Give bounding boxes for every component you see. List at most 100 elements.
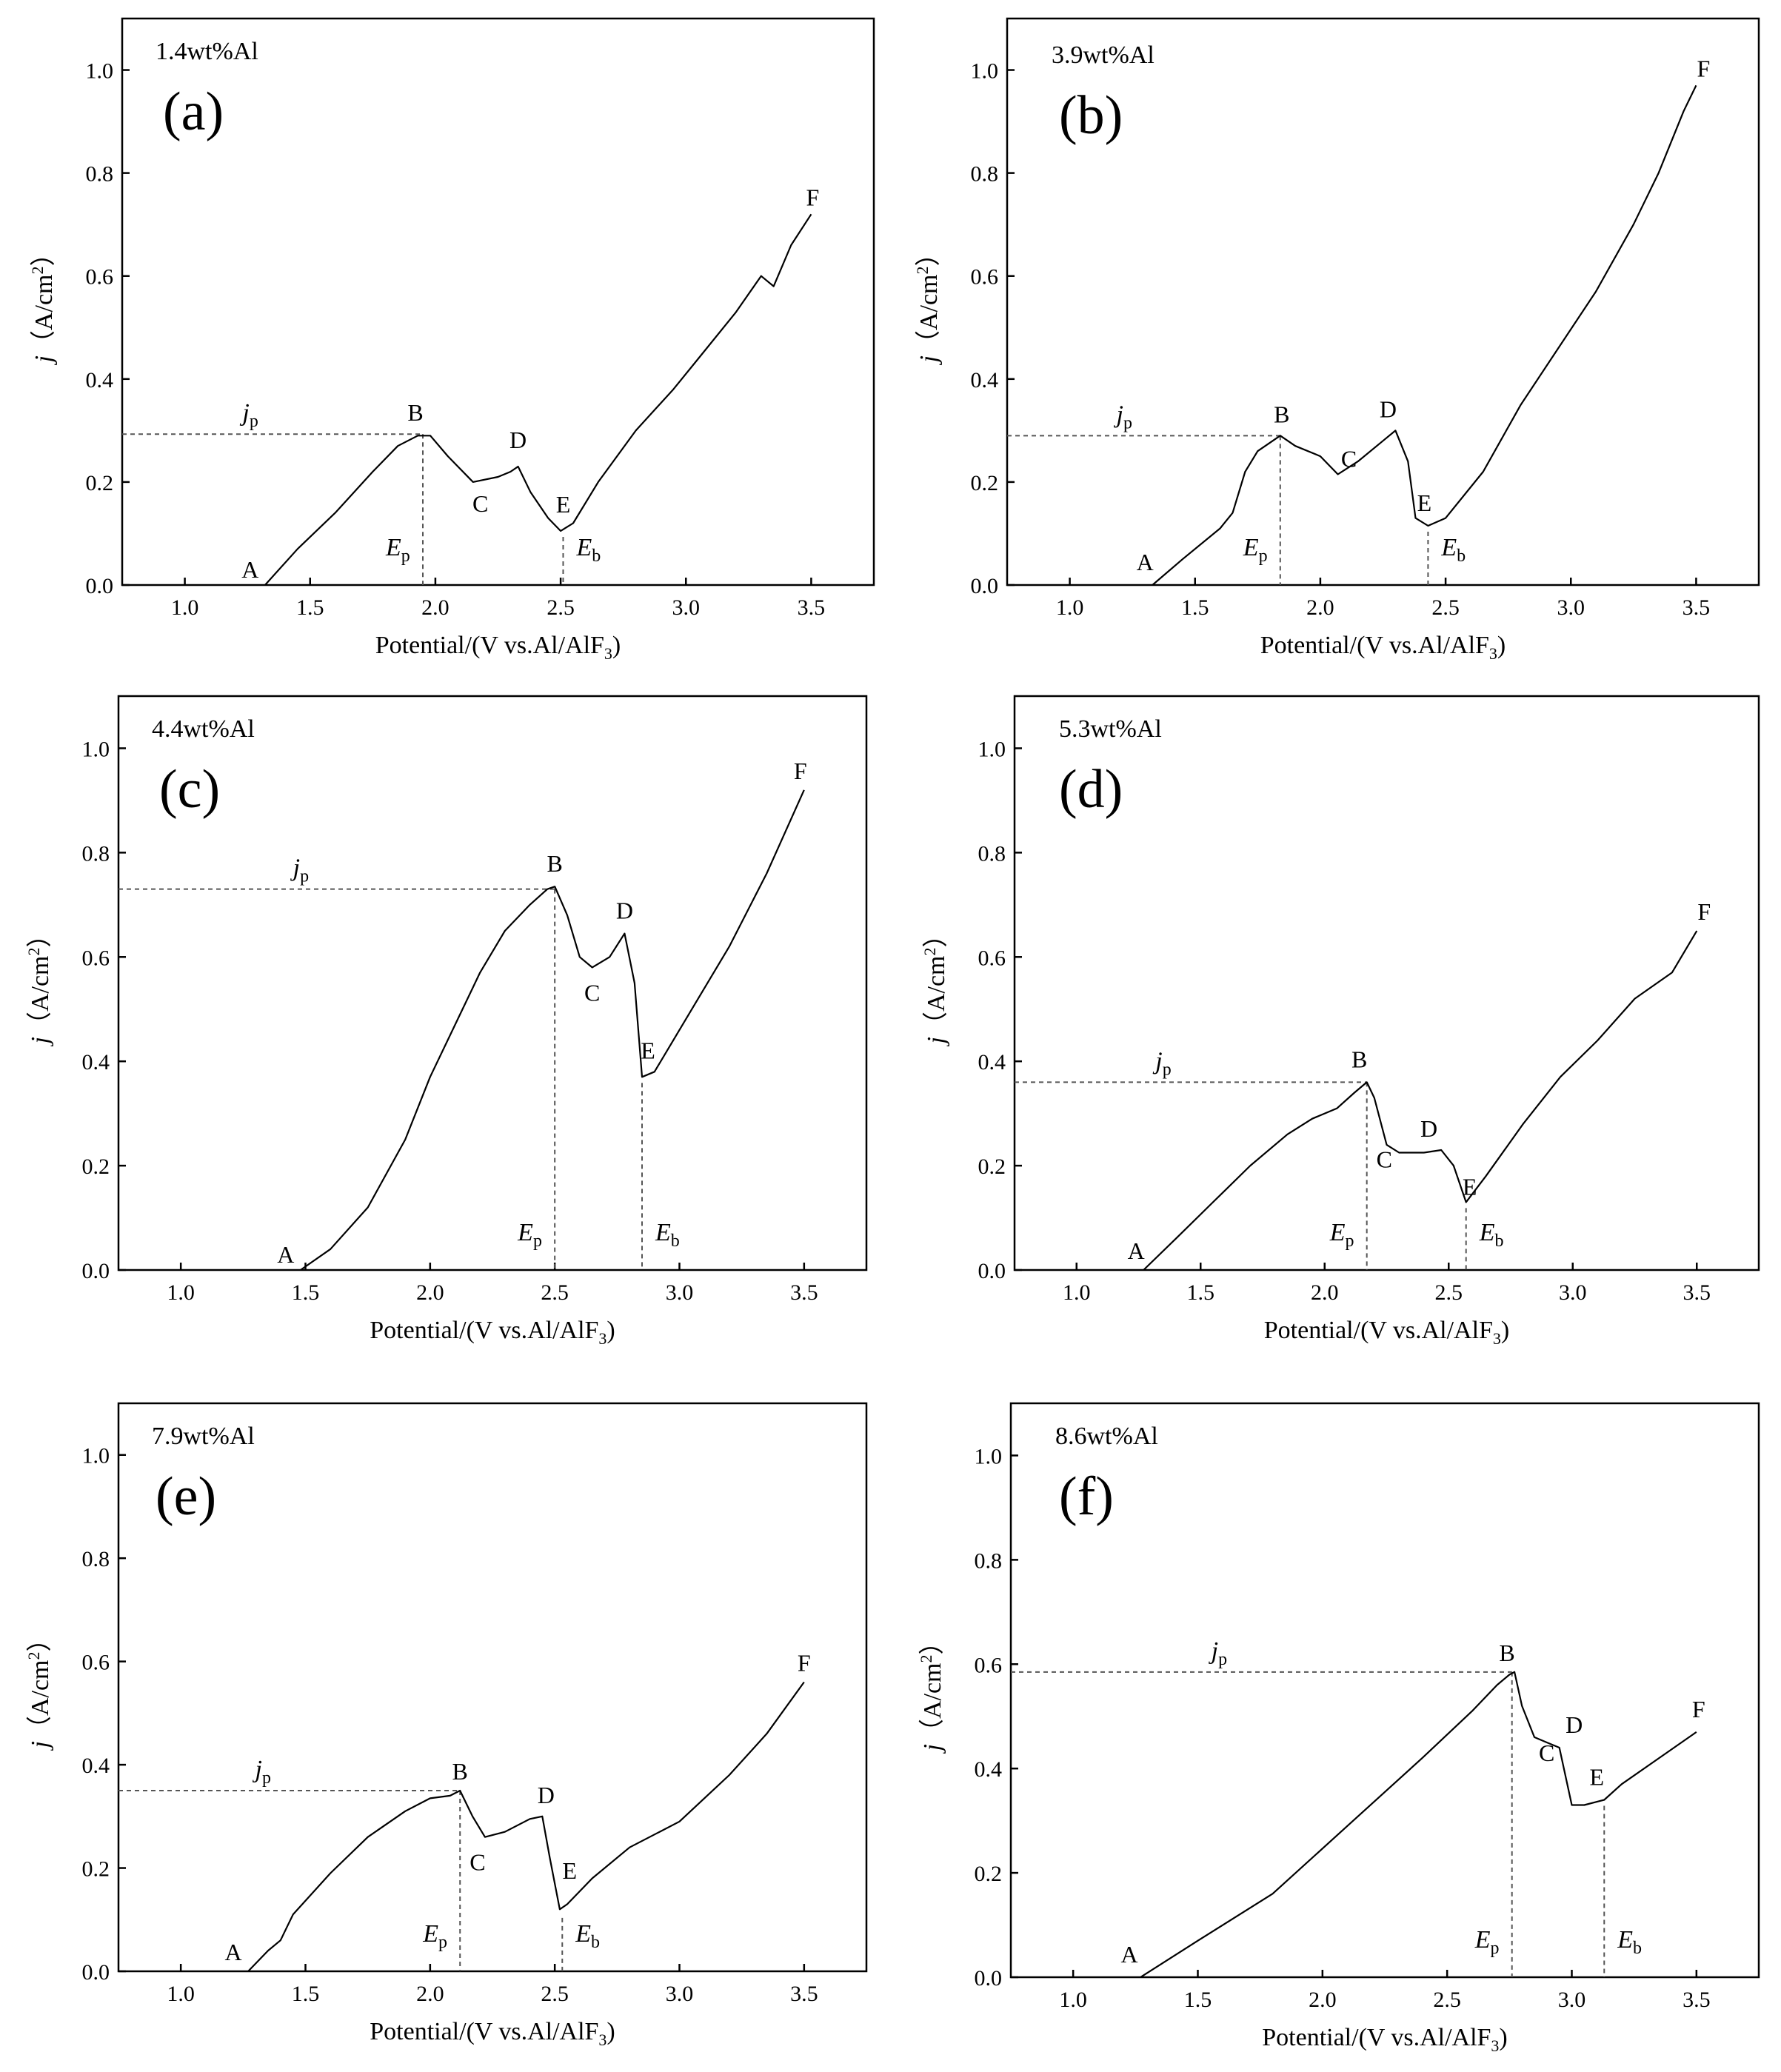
point-label-E: E: [1417, 489, 1432, 516]
y-axis-title: j（A/cm2）: [920, 923, 950, 1047]
x-tick-label: 1.5: [1184, 1988, 1212, 2012]
x-axis-title: Potential/(V vs.Al/AlF3): [1262, 2024, 1508, 2055]
point-label-F: F: [806, 184, 820, 210]
y-tick-label: 1.0: [82, 737, 110, 761]
x-tick-label: 1.5: [296, 595, 324, 620]
y-tick-label: 0.2: [82, 1154, 110, 1179]
point-label-F: F: [1697, 898, 1711, 925]
x-tick-label: 1.0: [167, 1982, 195, 2006]
jp-label: jp: [252, 1756, 270, 1788]
plot-frame: [117, 1402, 868, 1973]
chart-panel-e: 1.0 1.5 2.0 2.5 3.0 3.5 0.0 0.2 0.4 0.6 0.8 1.0 Pote…: [24, 1402, 868, 2049]
x-axis-title: Potential/(V vs.Al/AlF3): [1264, 1317, 1510, 1348]
y-tick-label: 0.0: [82, 1960, 110, 1985]
y-tick-label: 0.2: [978, 1154, 1006, 1179]
point-label-D: D: [1420, 1115, 1437, 1142]
point-label-F: F: [1697, 55, 1711, 81]
y-tick-label: 1.0: [971, 59, 999, 84]
x-tick-label: 2.0: [1309, 1988, 1337, 2012]
y-tick-label: 0.8: [978, 841, 1006, 866]
eb-label: Eb: [1440, 534, 1466, 566]
x-tick-label: 3.0: [1558, 1988, 1586, 2012]
point-label-B: B: [452, 1758, 468, 1785]
point-label-A: A: [1137, 549, 1154, 575]
x-tick-label: 2.0: [1306, 595, 1334, 620]
eb-label: Eb: [575, 534, 601, 566]
y-axis-title: j（A/cm2）: [28, 241, 58, 366]
series-line: [264, 213, 812, 586]
point-label-C: C: [584, 979, 600, 1006]
point-label-A: A: [1121, 1941, 1138, 1968]
y-tick-label: 0.6: [82, 1651, 110, 1675]
x-axis-title: Potential/(V vs.Al/AlF3): [370, 1317, 615, 1348]
series-line: [1152, 84, 1697, 586]
plot-frame: [117, 695, 868, 1271]
point-label-E: E: [641, 1037, 655, 1063]
chart-panel-b: 1.0 1.5 2.0 2.5 3.0 3.5 0.0 0.2 0.4 0.6 0.8 1.0 Pote…: [913, 17, 1760, 663]
sample-label: 3.9wt%Al: [1052, 41, 1155, 69]
x-axis-title: Potential/(V vs.Al/AlF3): [370, 2018, 615, 2049]
point-label-C: C: [472, 490, 488, 517]
x-tick-label: 1.0: [1059, 1988, 1087, 2012]
x-tick-label: 2.0: [421, 595, 450, 620]
y-tick-label: 0.6: [82, 946, 110, 970]
series-line: [1140, 1671, 1697, 1978]
point-label-C: C: [1539, 1740, 1554, 1766]
chart-panel-d: 1.0 1.5 2.0 2.5 3.0 3.5 0.0 0.2 0.4 0.6 0.8 1.0 Pote…: [920, 695, 1760, 1348]
x-tick-label: 2.5: [1435, 1280, 1463, 1305]
panel-label: (b): [1059, 85, 1123, 146]
y-tick-label: 0.0: [82, 1259, 110, 1283]
ep-label: Ep: [1329, 1219, 1354, 1251]
point-label-D: D: [1380, 395, 1397, 422]
x-tick-label: 3.0: [666, 1280, 694, 1305]
y-tick-label: 0.6: [86, 265, 114, 290]
point-label-E: E: [556, 491, 571, 518]
x-tick-label: 1.5: [1187, 1280, 1215, 1305]
jp-label: jp: [1114, 401, 1132, 432]
series-line: [300, 789, 805, 1271]
point-label-E: E: [562, 1857, 577, 1884]
x-tick-label: 3.5: [1683, 1280, 1711, 1305]
x-tick-label: 2.5: [541, 1280, 569, 1305]
x-tick-label: 1.0: [171, 595, 199, 620]
y-tick-label: 1.0: [86, 59, 114, 84]
plot-frame: [1009, 1402, 1760, 1979]
eb-label: Eb: [655, 1219, 680, 1251]
sample-label: 1.4wt%Al: [156, 38, 258, 65]
x-tick-label: 3.5: [798, 595, 826, 620]
y-tick-label: 0.0: [86, 574, 114, 598]
y-axis-title: j（A/cm2）: [917, 1630, 946, 1754]
point-label-B: B: [1274, 401, 1289, 427]
y-tick-label: 0.6: [975, 1653, 1003, 1677]
y-tick-label: 0.4: [82, 1754, 110, 1778]
x-tick-label: 2.0: [1311, 1280, 1339, 1305]
x-tick-label: 2.5: [1433, 1988, 1461, 2012]
y-tick-label: 0.8: [82, 1547, 110, 1571]
x-tick-label: 2.0: [416, 1280, 444, 1305]
x-tick-label: 3.5: [790, 1982, 818, 2006]
series-line: [1143, 930, 1698, 1271]
point-label-A: A: [225, 1939, 242, 1965]
y-tick-label: 0.8: [975, 1548, 1003, 1573]
x-tick-label: 3.0: [672, 595, 701, 620]
chart-panel-c: 1.0 1.5 2.0 2.5 3.0 3.5 0.0 0.2 0.4 0.6 0.8 1.0 Pote…: [24, 695, 868, 1348]
y-tick-label: 0.8: [971, 162, 999, 187]
ep-label: Ep: [517, 1219, 542, 1251]
y-axis-title: j（A/cm2）: [24, 923, 54, 1047]
chart-panel-f: 1.0 1.5 2.0 2.5 3.0 3.5 0.0 0.2 0.4 0.6 0.8 1.0 Pote…: [917, 1402, 1760, 2055]
ep-label: Ep: [1243, 534, 1268, 566]
y-tick-label: 0.4: [975, 1757, 1003, 1782]
panel-label: (f): [1059, 1466, 1114, 1527]
y-tick-label: 0.4: [971, 368, 999, 392]
panel-label: (a): [163, 81, 224, 142]
y-tick-label: 1.0: [82, 1444, 110, 1468]
y-tick-label: 1.0: [978, 737, 1006, 761]
x-tick-label: 1.5: [292, 1280, 320, 1305]
eb-label: Eb: [1617, 1926, 1642, 1958]
x-tick-label: 1.0: [1056, 595, 1084, 620]
sample-label: 7.9wt%Al: [152, 1423, 255, 1450]
y-tick-label: 0.2: [975, 1862, 1003, 1886]
plot-frame: [121, 17, 875, 586]
x-tick-label: 1.0: [1063, 1280, 1091, 1305]
